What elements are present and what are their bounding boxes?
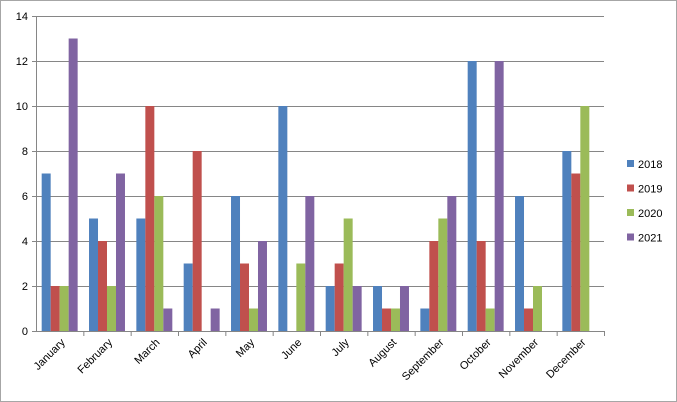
bar-2020-march [154,196,164,331]
bar-2021-february [115,173,125,331]
y-tick-labels: 0 2 4 6 8 10 12 14 [16,11,28,338]
legend-item-2019: 2019 [627,184,662,196]
legend: 2018 2019 2020 2021 [627,159,662,245]
bar-2020-august [391,308,400,331]
bar-2018-april [183,263,193,331]
legend-swatch [627,160,634,167]
bar-2019-february [98,241,107,331]
bar-2018-july [325,286,335,331]
bar-2020-september [438,218,448,331]
bar-2020-may [249,308,258,331]
x-tick-label: March [132,337,162,367]
bar-2020-january [59,286,69,331]
bar-2020-october [485,308,495,331]
bar-2021-june [305,196,315,331]
bar-2019-march [145,106,155,331]
y-tick-label: 10 [16,101,28,113]
bar-2021-january [68,38,78,331]
bar-2019-april [192,151,202,331]
bar-2018-february [89,218,99,331]
bar-2020-july [343,218,353,331]
bar-2021-july [352,286,362,331]
x-tick-label: July [329,336,352,359]
legend-swatch [627,209,634,216]
bar-2019-may [240,263,249,331]
y-tick-label: 6 [22,191,28,203]
legend-swatch [627,184,634,192]
y-tick-label: 0 [22,326,28,338]
legend-label: 2019 [638,184,662,196]
y-tick-label: 14 [16,11,28,23]
bar-2021-april [210,308,220,331]
bar-2019-october [476,241,486,331]
x-tick-label: January [32,336,69,373]
bar-2018-october [467,61,477,331]
legend-label: 2020 [638,208,662,220]
legend-item-2018: 2018 [627,159,662,171]
legend-label: 2018 [638,159,662,171]
bar-2019-september [429,241,439,331]
x-tick-label: May [234,336,258,360]
bar-2020-november [533,286,542,331]
axes [32,16,605,336]
x-tick-label: April [186,337,210,361]
legend-item-2020: 2020 [627,208,662,220]
bar-2020-december [580,106,590,331]
bar-2018-june [278,106,288,331]
x-tick-label: February [76,336,116,376]
x-tick-label: December [544,336,589,381]
bar-2018-september [420,308,430,331]
x-tick-labels: January February March April May June July Augu… [32,336,589,383]
x-tick-label: October [458,336,494,372]
bar-2018-march [136,218,146,331]
bar-2018-november [515,196,525,331]
legend-swatch [627,233,634,241]
bar-2020-february [107,286,116,331]
y-tick-label: 4 [22,236,28,248]
bar-2018-august [373,286,383,331]
bars [41,38,590,331]
bar-2021-march [163,308,173,331]
x-tick-label: August [366,337,399,370]
bar-2018-may [231,196,241,331]
bar-2019-december [571,173,581,331]
bar-2018-january [41,173,51,331]
bar-2021-september [447,196,457,331]
x-tick-label: November [497,336,542,381]
bar-2020-june [296,263,306,331]
bar-2019-august [382,308,391,331]
legend-item-2021: 2021 [627,233,662,245]
gridlines [36,16,604,287]
x-tick-label: June [279,337,304,362]
x-tick-label: September [400,336,447,383]
bar-2021-august [399,286,409,331]
legend-label: 2021 [638,233,662,245]
bar-2021-may [257,241,267,331]
bar-2018-december [562,151,572,331]
y-tick-label: 8 [22,146,28,158]
y-tick-label: 12 [16,56,28,68]
bar-2021-october [494,61,504,331]
y-tick-label: 2 [22,281,28,293]
bar-2019-january [50,286,60,331]
bar-2019-july [334,263,344,331]
bar-2019-november [524,308,533,331]
